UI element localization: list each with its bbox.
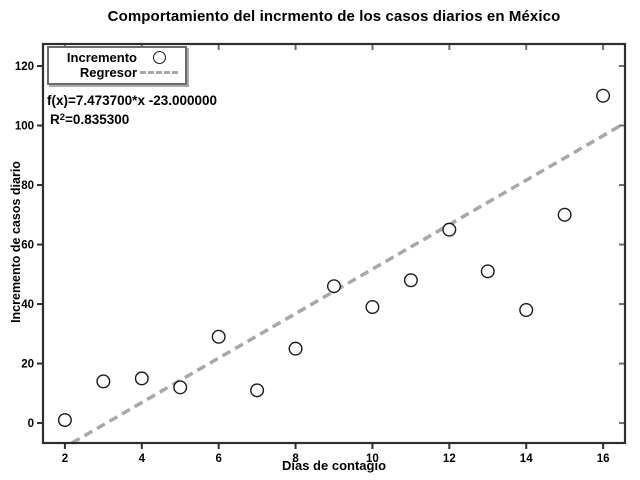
x-axis-label: Días de contagio	[281, 458, 387, 473]
legend-label: Incremento	[66, 50, 137, 65]
x-tick-label: 4	[139, 453, 146, 465]
legend-item-incremento: Incremento	[49, 50, 185, 65]
x-tick-label: 8	[292, 453, 299, 465]
data-point	[480, 264, 495, 279]
x-tick-label: 14	[520, 453, 533, 465]
data-point	[250, 383, 265, 398]
x-tick-label: 16	[597, 453, 610, 465]
y-tick-label: 40	[21, 299, 34, 311]
chart-title: Comportamiento del incrmento de los caso…	[107, 8, 561, 25]
x-tick-label: 10	[366, 453, 379, 465]
dashed-line-icon	[140, 71, 178, 74]
y-tick-label: 120	[15, 61, 34, 73]
data-point	[403, 273, 418, 288]
data-point	[134, 371, 149, 386]
y-tick-label: 60	[21, 240, 34, 252]
x-tick-label: 2	[62, 453, 68, 465]
data-point	[173, 380, 188, 395]
data-point	[327, 279, 342, 294]
regression-line	[70, 121, 626, 445]
circle-marker-icon	[152, 51, 166, 64]
data-point	[57, 413, 72, 428]
x-tick-label: 12	[443, 453, 456, 465]
plot-box	[41, 42, 627, 445]
data-point	[519, 303, 534, 318]
data-point	[596, 88, 611, 103]
y-axis-label: Incremento de casos diario	[9, 161, 23, 323]
y-tick-label: 20	[21, 359, 34, 371]
y-tick-label: 0	[28, 418, 34, 430]
fit-annotation: f(x)=7.473700*x -23.000000 R2=0.835300	[47, 92, 217, 128]
data-point	[211, 329, 226, 344]
x-tick-label: 6	[215, 453, 221, 465]
data-point	[557, 207, 572, 222]
data-point	[96, 374, 111, 389]
data-point	[365, 300, 380, 315]
y-tick-label: 100	[15, 121, 34, 133]
r-squared: R2=0.835300	[50, 112, 130, 127]
legend-label: Regresor	[79, 65, 137, 80]
legend-item-regresor: Regresor	[49, 65, 185, 80]
data-point	[288, 341, 303, 356]
y-tick-label: 80	[21, 180, 34, 192]
fit-equation: f(x)=7.473700*x -23.000000	[47, 93, 218, 108]
data-point	[442, 222, 457, 237]
legend: Incremento Regresor	[47, 46, 187, 85]
